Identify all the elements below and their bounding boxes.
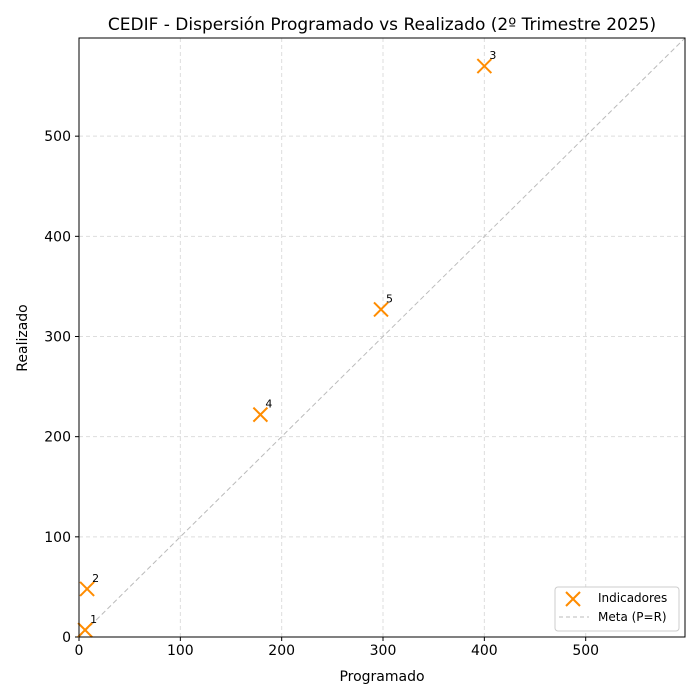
- legend: Indicadores Meta (P=R): [554, 586, 680, 632]
- meta-line: [78, 37, 686, 638]
- legend-marker-x: [565, 591, 581, 607]
- y-tick-label: 0: [62, 630, 71, 646]
- x-tick-label: 300: [370, 643, 397, 659]
- x-marker-stroke: [476, 58, 493, 74]
- x-marker-stroke: [252, 406, 269, 423]
- point-label: 1: [90, 613, 97, 626]
- y-tick-label: 500: [44, 129, 71, 145]
- data-point: [77, 622, 93, 638]
- y-axis-label: Realizado: [15, 304, 31, 371]
- chart-title: CEDIF - Dispersión Programado vs Realiza…: [108, 15, 656, 35]
- y-tick-label: 200: [44, 430, 71, 446]
- x-marker-stroke: [77, 622, 93, 638]
- plot-frame: [78, 37, 686, 638]
- y-tick-label: 400: [44, 229, 71, 245]
- point-label: 4: [265, 398, 272, 411]
- data-point: [373, 301, 389, 318]
- x-tick-label: 100: [167, 643, 194, 659]
- point-label: 3: [489, 49, 496, 62]
- point-label: 5: [386, 292, 393, 305]
- data-point: [79, 581, 95, 597]
- legend-label-meta: Meta (P=R): [598, 610, 667, 624]
- x-tick-label: 0: [75, 643, 84, 659]
- y-tick-label: 100: [44, 530, 71, 546]
- data-point: [252, 406, 269, 423]
- legend-label-indicadores: Indicadores: [598, 591, 667, 605]
- x-marker-stroke: [79, 581, 95, 597]
- x-axis-label: Programado: [339, 669, 424, 685]
- x-marker-stroke: [373, 301, 389, 318]
- x-tick-label: 200: [268, 643, 295, 659]
- x-tick-label: 500: [572, 643, 599, 659]
- y-tick-label: 300: [44, 329, 71, 345]
- data-point: [476, 58, 493, 74]
- x-tick-label: 400: [471, 643, 498, 659]
- point-label: 2: [92, 572, 99, 585]
